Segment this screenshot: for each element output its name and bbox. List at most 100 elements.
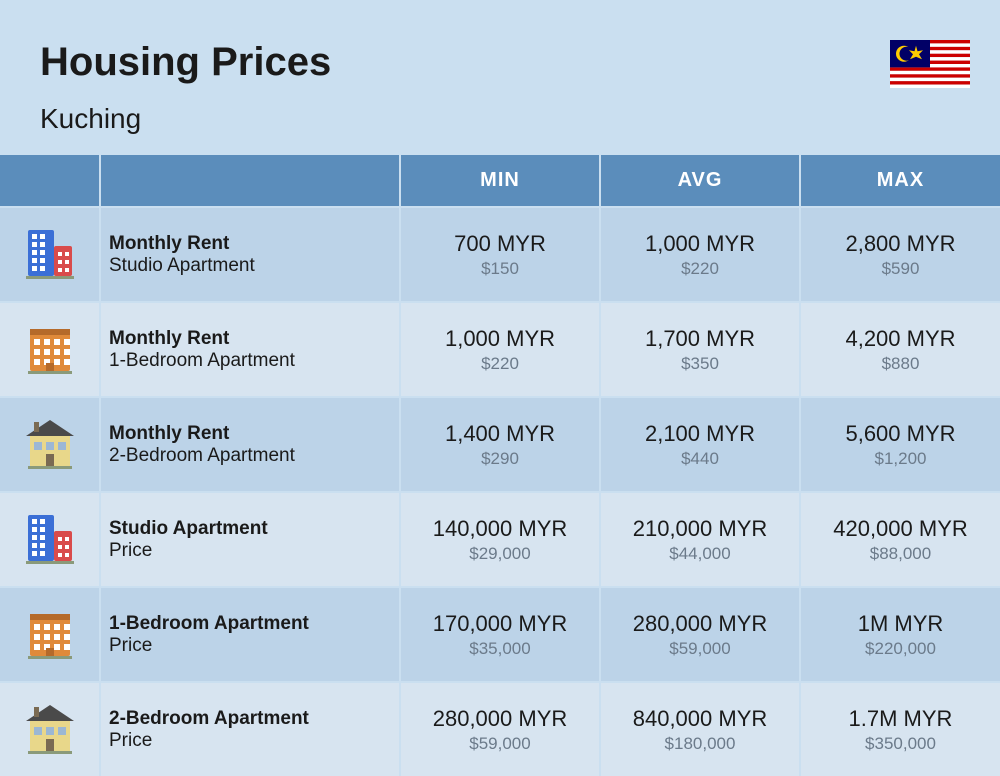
cell-min: 1,400 MYR $290 [400, 397, 600, 492]
housing-table: MIN AVG MAX Monthly Rent Studio Apartmen… [0, 155, 1000, 776]
avg-value: 1,000 MYR [611, 231, 789, 257]
min-usd: $150 [411, 259, 589, 279]
row-icon-cell [0, 587, 100, 682]
min-usd: $29,000 [411, 544, 589, 564]
max-value: 5,600 MYR [811, 421, 990, 447]
min-usd: $220 [411, 354, 589, 374]
row-title: Monthly Rent [109, 233, 389, 255]
page-subtitle: Kuching [40, 103, 960, 135]
cell-max: 4,200 MYR $880 [800, 302, 1000, 397]
cell-max: 420,000 MYR $88,000 [800, 492, 1000, 587]
avg-value: 1,700 MYR [611, 326, 789, 352]
row-icon-cell [0, 302, 100, 397]
max-usd: $350,000 [811, 734, 990, 754]
min-value: 170,000 MYR [411, 611, 589, 637]
max-value: 1.7M MYR [811, 706, 990, 732]
max-usd: $1,200 [811, 449, 990, 469]
cell-max: 5,600 MYR $1,200 [800, 397, 1000, 492]
table-row: Monthly Rent 1-Bedroom Apartment 1,000 M… [0, 302, 1000, 397]
row-label-cell: Monthly Rent 1-Bedroom Apartment [100, 302, 400, 397]
house-icon [22, 457, 78, 474]
row-icon-cell [0, 682, 100, 776]
row-subtitle: Price [109, 540, 389, 562]
avg-usd: $220 [611, 259, 789, 279]
cell-max: 1M MYR $220,000 [800, 587, 1000, 682]
avg-usd: $350 [611, 354, 789, 374]
min-value: 140,000 MYR [411, 516, 589, 542]
avg-value: 840,000 MYR [611, 706, 789, 732]
avg-usd: $440 [611, 449, 789, 469]
row-subtitle: 2-Bedroom Apartment [109, 445, 389, 467]
row-title: Monthly Rent [109, 328, 389, 350]
row-icon-cell [0, 492, 100, 587]
row-title: Studio Apartment [109, 518, 389, 540]
cell-avg: 1,000 MYR $220 [600, 207, 800, 302]
min-value: 1,000 MYR [411, 326, 589, 352]
row-subtitle: Studio Apartment [109, 255, 389, 277]
tall-building-icon [22, 267, 78, 284]
page-title: Housing Prices [40, 40, 960, 85]
row-label-cell: Monthly Rent Studio Apartment [100, 207, 400, 302]
table-row: Monthly Rent Studio Apartment 700 MYR $1… [0, 207, 1000, 302]
mid-building-icon [22, 362, 78, 379]
max-usd: $880 [811, 354, 990, 374]
table-row: 2-Bedroom Apartment Price 280,000 MYR $5… [0, 682, 1000, 776]
min-usd: $35,000 [411, 639, 589, 659]
row-icon-cell [0, 207, 100, 302]
max-value: 420,000 MYR [811, 516, 990, 542]
col-label [100, 155, 400, 207]
header: Housing Prices Kuching [0, 0, 1000, 155]
min-value: 280,000 MYR [411, 706, 589, 732]
cell-min: 170,000 MYR $35,000 [400, 587, 600, 682]
col-min: MIN [400, 155, 600, 207]
row-title: 1-Bedroom Apartment [109, 613, 389, 635]
min-usd: $59,000 [411, 734, 589, 754]
cell-avg: 840,000 MYR $180,000 [600, 682, 800, 776]
cell-min: 140,000 MYR $29,000 [400, 492, 600, 587]
avg-usd: $44,000 [611, 544, 789, 564]
avg-value: 280,000 MYR [611, 611, 789, 637]
row-subtitle: Price [109, 730, 389, 752]
min-value: 1,400 MYR [411, 421, 589, 447]
row-subtitle: Price [109, 635, 389, 657]
col-icon [0, 155, 100, 207]
row-label-cell: 1-Bedroom Apartment Price [100, 587, 400, 682]
cell-max: 1.7M MYR $350,000 [800, 682, 1000, 776]
min-usd: $290 [411, 449, 589, 469]
table-header-row: MIN AVG MAX [0, 155, 1000, 207]
max-value: 2,800 MYR [811, 231, 990, 257]
row-label-cell: Monthly Rent 2-Bedroom Apartment [100, 397, 400, 492]
cell-avg: 280,000 MYR $59,000 [600, 587, 800, 682]
avg-usd: $180,000 [611, 734, 789, 754]
avg-value: 210,000 MYR [611, 516, 789, 542]
cell-min: 280,000 MYR $59,000 [400, 682, 600, 776]
row-icon-cell [0, 397, 100, 492]
table-row: Studio Apartment Price 140,000 MYR $29,0… [0, 492, 1000, 587]
house-icon [22, 742, 78, 759]
mid-building-icon [22, 647, 78, 664]
cell-avg: 1,700 MYR $350 [600, 302, 800, 397]
max-value: 1M MYR [811, 611, 990, 637]
table-row: 1-Bedroom Apartment Price 170,000 MYR $3… [0, 587, 1000, 682]
cell-max: 2,800 MYR $590 [800, 207, 1000, 302]
row-subtitle: 1-Bedroom Apartment [109, 350, 389, 372]
row-title: 2-Bedroom Apartment [109, 708, 389, 730]
tall-building-icon [22, 552, 78, 569]
avg-value: 2,100 MYR [611, 421, 789, 447]
cell-min: 1,000 MYR $220 [400, 302, 600, 397]
row-label-cell: 2-Bedroom Apartment Price [100, 682, 400, 776]
max-usd: $88,000 [811, 544, 990, 564]
malaysia-flag-icon [890, 40, 970, 88]
cell-avg: 210,000 MYR $44,000 [600, 492, 800, 587]
col-avg: AVG [600, 155, 800, 207]
cell-min: 700 MYR $150 [400, 207, 600, 302]
row-title: Monthly Rent [109, 423, 389, 445]
max-value: 4,200 MYR [811, 326, 990, 352]
table-row: Monthly Rent 2-Bedroom Apartment 1,400 M… [0, 397, 1000, 492]
row-label-cell: Studio Apartment Price [100, 492, 400, 587]
col-max: MAX [800, 155, 1000, 207]
max-usd: $590 [811, 259, 990, 279]
min-value: 700 MYR [411, 231, 589, 257]
cell-avg: 2,100 MYR $440 [600, 397, 800, 492]
avg-usd: $59,000 [611, 639, 789, 659]
